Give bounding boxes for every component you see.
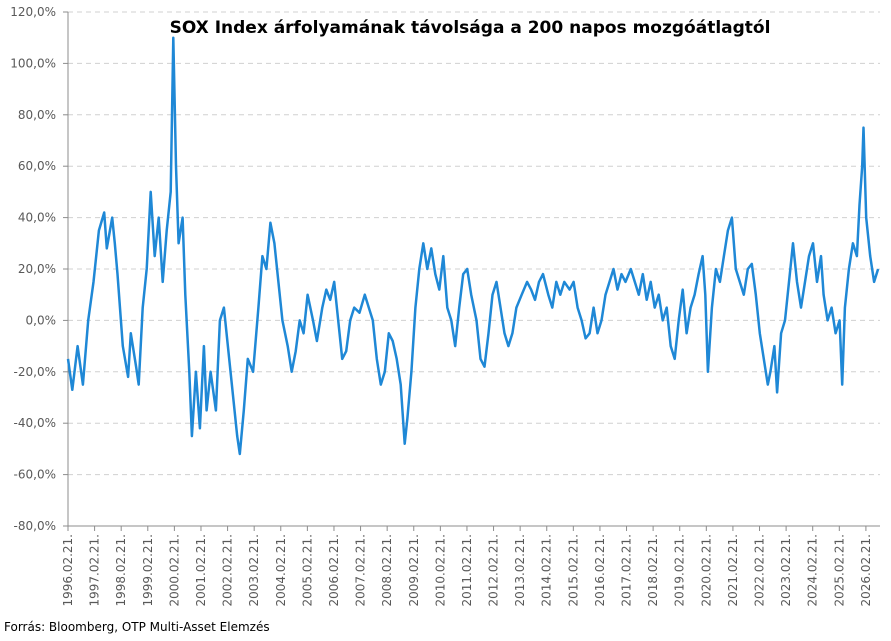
y-tick-label: -80,0% xyxy=(14,519,56,533)
y-tick-label: 0,0% xyxy=(26,313,57,327)
x-tick-label: 1998.02.21. xyxy=(114,534,128,607)
x-tick-label: 2013.02.21. xyxy=(513,534,527,607)
x-tick-label: 2011.02.21. xyxy=(460,534,474,607)
x-tick-label: 1997.02.21. xyxy=(88,534,102,607)
data-line xyxy=(66,36,880,456)
x-tick-label: 2014.02.21. xyxy=(540,534,554,607)
x-tick-label: 2018.02.21. xyxy=(646,534,660,607)
x-tick-label: 2025.02.21. xyxy=(832,534,846,607)
x-tick-label: 2016.02.21. xyxy=(593,534,607,607)
x-tick-label: 1999.02.21. xyxy=(141,534,155,607)
x-tick-label: 2022.02.21. xyxy=(753,534,767,607)
y-tick-label: -40,0% xyxy=(14,416,56,430)
x-tick-label: 2003.02.21. xyxy=(247,534,261,607)
x-tick-label: 2019.02.21. xyxy=(673,534,687,607)
x-tick-label: 2010.02.21. xyxy=(433,534,447,607)
y-tick-label: 40,0% xyxy=(18,211,56,225)
x-tick-label: 2023.02.21. xyxy=(779,534,793,607)
y-tick-label: 100,0% xyxy=(10,56,56,70)
x-tick-label: 2007.02.21. xyxy=(354,534,368,607)
x-tick-label: 2000.02.21. xyxy=(167,534,181,607)
source-note: Forrás: Bloomberg, OTP Multi-Asset Elemz… xyxy=(4,620,270,634)
x-tick-label: 2017.02.21. xyxy=(620,534,634,607)
x-tick-label: 1996.02.21. xyxy=(61,534,75,607)
x-tick-label: 2009.02.21. xyxy=(407,534,421,607)
x-tick-label: 2012.02.21. xyxy=(487,534,501,607)
x-tick-label: 2024.02.21. xyxy=(806,534,820,607)
y-tick-label: 60,0% xyxy=(18,159,56,173)
chart-title: SOX Index árfolyamának távolsága a 200 n… xyxy=(170,18,771,38)
y-tick-label: -20,0% xyxy=(14,365,56,379)
x-tick-label: 2008.02.21. xyxy=(380,534,394,607)
x-tick-label: 2026.02.21. xyxy=(859,534,873,607)
x-tick-label: 2021.02.21. xyxy=(726,534,740,607)
x-tick-label: 2002.02.21. xyxy=(221,534,235,607)
x-tick-label: 2005.02.21. xyxy=(300,534,314,607)
x-tick-label: 2001.02.21. xyxy=(194,534,208,607)
y-tick-label: -60,0% xyxy=(14,468,56,482)
x-tick-label: 2004.02.21. xyxy=(274,534,288,607)
x-tick-label: 2020.02.21. xyxy=(699,534,713,607)
x-tick-label: 2006.02.21. xyxy=(327,534,341,607)
x-tick-label: 2015.02.21. xyxy=(566,534,580,607)
y-tick-label: 80,0% xyxy=(18,108,56,122)
y-tick-label: 120,0% xyxy=(10,5,56,19)
y-tick-label: 20,0% xyxy=(18,262,56,276)
